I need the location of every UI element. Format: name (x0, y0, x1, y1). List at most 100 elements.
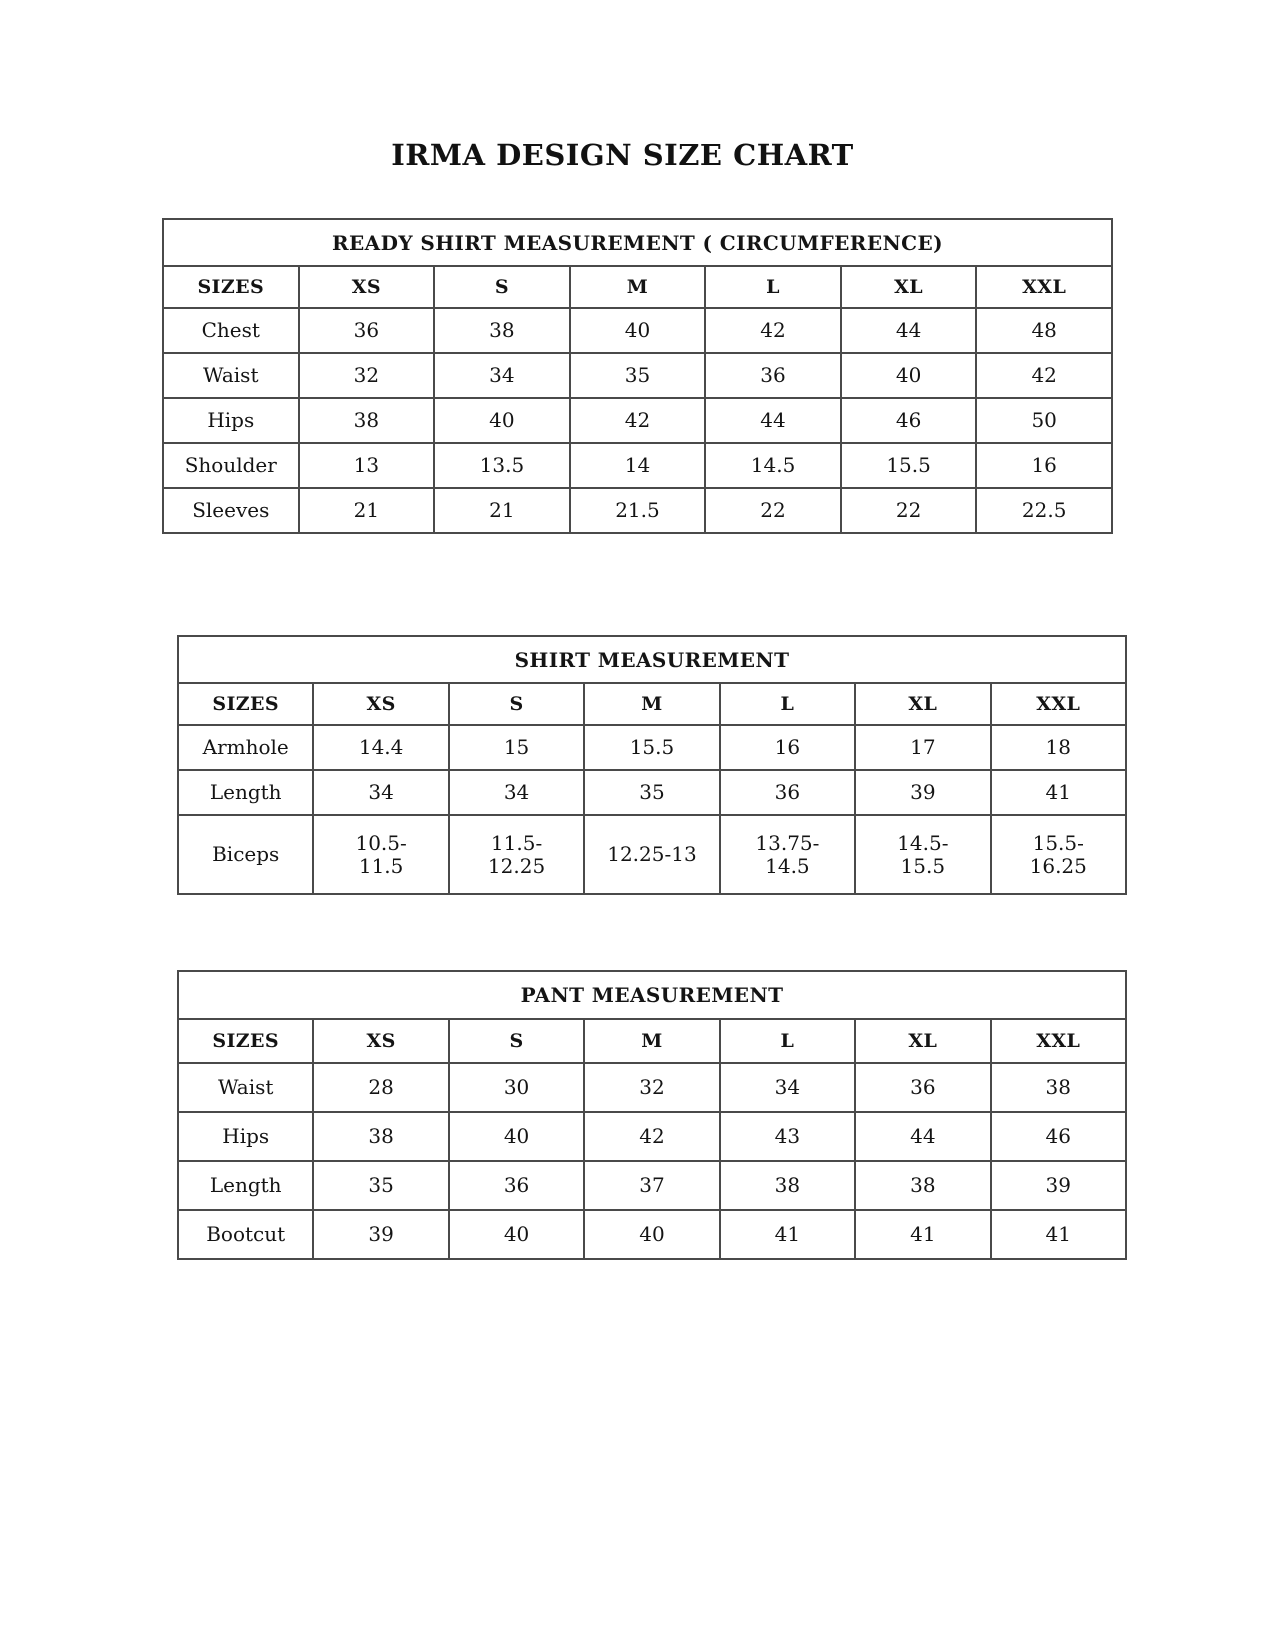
column-header-m: M (568, 265, 707, 309)
table-cell: 16 (975, 442, 1113, 489)
pant-measurement-table: PANT MEASUREMENT SIZES XS S M L XL XXL W… (176, 970, 1128, 1260)
table-cell: 14.4 (312, 724, 450, 771)
table-cell: 15.5- 16.25 (989, 814, 1128, 895)
table-cell: 38 (989, 1062, 1128, 1113)
table-title-row: PANT MEASUREMENT (177, 970, 1127, 1020)
column-header-xl: XL (839, 265, 978, 309)
table-title-row: SHIRT MEASUREMENT (177, 635, 1127, 684)
table-row-biceps: Biceps 10.5- 11.5 11.5- 12.25 12.25-13 1… (176, 814, 1128, 895)
column-header-m: M (583, 1018, 721, 1064)
row-label: Hips (176, 1111, 315, 1162)
table-row-waist: Waist 32 34 35 36 40 42 (162, 352, 1113, 399)
column-header-row: SIZES XS S M L XL XXL (176, 682, 1128, 726)
table-cell: 41 (989, 769, 1128, 816)
table-cell: 34 (447, 769, 586, 816)
row-label: Hips (162, 397, 300, 444)
table-cell: 40 (583, 1209, 721, 1260)
table-cell: 50 (975, 397, 1113, 444)
table-cell: 35 (312, 1160, 450, 1211)
table-cell: 22 (839, 487, 978, 534)
row-label: Waist (162, 352, 300, 399)
table-cell: 15 (447, 724, 586, 771)
table-cell: 38 (312, 1111, 450, 1162)
column-header-xxl: XXL (989, 1018, 1128, 1064)
row-label: Shoulder (162, 442, 300, 489)
table-cell: 28 (312, 1062, 450, 1113)
table-cell: 13.5 (433, 442, 571, 489)
table-cell: 21 (297, 487, 436, 534)
table-cell: 36 (718, 769, 857, 816)
table-cell: 42 (975, 352, 1113, 399)
table-cell: 35 (568, 352, 707, 399)
table-cell: 32 (297, 352, 436, 399)
table-cell: 46 (989, 1111, 1128, 1162)
column-header-s: S (447, 682, 586, 726)
column-header-m: M (583, 682, 721, 726)
table-row-chest: Chest 36 38 40 42 44 48 (162, 307, 1113, 354)
row-label: Length (176, 769, 315, 816)
table-cell: 36 (447, 1160, 586, 1211)
table-cell: 39 (989, 1160, 1128, 1211)
table-cell: 14.5- 15.5 (854, 814, 992, 895)
page-title: IRMA DESIGN SIZE CHART (391, 138, 854, 172)
row-label: Waist (176, 1062, 315, 1113)
column-header-xl: XL (854, 1018, 992, 1064)
column-header-sizes: SIZES (176, 1018, 315, 1064)
table-row-bootcut: Bootcut 39 40 40 41 41 41 (176, 1209, 1128, 1260)
table-cell: 14 (568, 442, 707, 489)
column-header-xxl: XXL (989, 682, 1128, 726)
table-cell: 42 (583, 1111, 721, 1162)
table-cell: 10.5- 11.5 (312, 814, 450, 895)
column-header-sizes: SIZES (162, 265, 300, 309)
table-cell: 22.5 (975, 487, 1113, 534)
ready-shirt-measurement-table: READY SHIRT MEASUREMENT ( CIRCUMFERENCE)… (162, 218, 1113, 534)
table-cell: 38 (297, 397, 436, 444)
table-title: SHIRT MEASUREMENT (177, 635, 1127, 684)
shirt-measurement-table: SHIRT MEASUREMENT SIZES XS S M L XL XXL … (176, 635, 1128, 895)
column-header-l: L (704, 265, 842, 309)
column-header-sizes: SIZES (176, 682, 315, 726)
table-cell: 39 (312, 1209, 450, 1260)
column-header-l: L (718, 1018, 857, 1064)
table-cell: 30 (447, 1062, 586, 1113)
row-label: Armhole (176, 724, 315, 771)
table-cell: 41 (718, 1209, 857, 1260)
table-cell: 13 (297, 442, 436, 489)
table-cell: 15.5 (583, 724, 721, 771)
table-cell: 38 (718, 1160, 857, 1211)
table-cell: 40 (447, 1209, 586, 1260)
table-cell: 13.75- 14.5 (718, 814, 857, 895)
column-header-xs: XS (297, 265, 436, 309)
table-cell: 44 (854, 1111, 992, 1162)
column-header-xl: XL (854, 682, 992, 726)
column-header-xxl: XXL (975, 265, 1113, 309)
table-cell: 36 (704, 352, 842, 399)
table-cell: 39 (854, 769, 992, 816)
table-cell: 17 (854, 724, 992, 771)
table-cell: 36 (854, 1062, 992, 1113)
table-cell: 12.25-13 (583, 814, 721, 895)
column-header-s: S (447, 1018, 586, 1064)
table-cell: 40 (433, 397, 571, 444)
table-row-sleeves: Sleeves 21 21 21.5 22 22 22.5 (162, 487, 1113, 534)
column-header-row: SIZES XS S M L XL XXL (176, 1018, 1128, 1064)
table-cell: 36 (297, 307, 436, 354)
table-cell: 34 (718, 1062, 857, 1113)
row-label: Length (176, 1160, 315, 1211)
table-cell: 40 (568, 307, 707, 354)
table-cell: 43 (718, 1111, 857, 1162)
table-cell: 22 (704, 487, 842, 534)
table-cell: 44 (839, 307, 978, 354)
table-cell: 38 (854, 1160, 992, 1211)
table-cell: 18 (989, 724, 1128, 771)
table-cell: 32 (583, 1062, 721, 1113)
row-label: Sleeves (162, 487, 300, 534)
table-row-armhole: Armhole 14.4 15 15.5 16 17 18 (176, 724, 1128, 771)
table-cell: 21.5 (568, 487, 707, 534)
row-label: Biceps (176, 814, 315, 895)
table-title: PANT MEASUREMENT (177, 970, 1127, 1020)
row-label: Bootcut (176, 1209, 315, 1260)
column-header-xs: XS (312, 682, 450, 726)
table-cell: 34 (433, 352, 571, 399)
